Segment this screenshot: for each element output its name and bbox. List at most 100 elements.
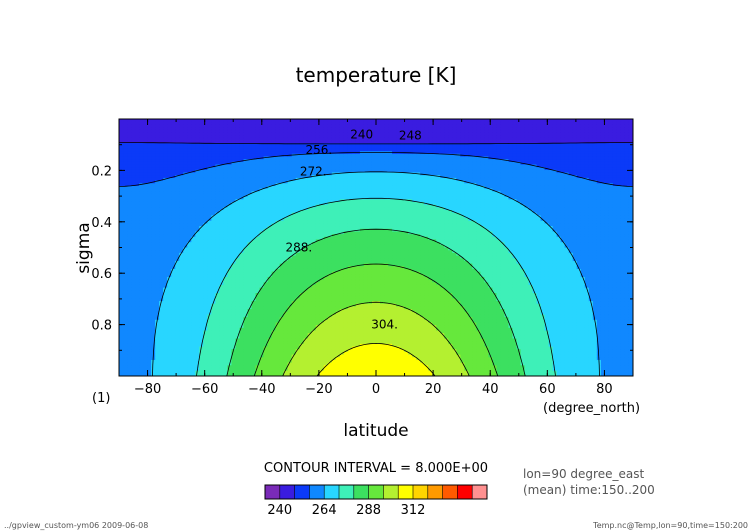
contour-cell: [215, 231, 220, 235]
contour-cell: [227, 143, 233, 147]
contour-cell: [175, 276, 180, 281]
contour-cell: [219, 322, 225, 326]
contour-cell: [159, 132, 164, 136]
contour-cell: [239, 319, 245, 324]
contour-cell: [267, 220, 273, 225]
contour-cell: [275, 357, 281, 361]
contour-cell: [243, 293, 249, 297]
contour-cell: [143, 196, 148, 200]
contour-cell: [203, 311, 208, 316]
contour-cell: [159, 196, 164, 200]
contour-cell: [159, 145, 164, 150]
contour-cell: [255, 228, 261, 233]
contour-cell: [199, 252, 204, 257]
contour-cell: [155, 301, 160, 305]
contour-cell: [123, 226, 128, 230]
contour-cell: [267, 210, 273, 214]
chart-title: temperature [K]: [296, 63, 457, 87]
contour-cell: [135, 319, 140, 324]
contour-cell: [207, 250, 212, 254]
contour-cell: [147, 196, 152, 200]
contour-cell: [219, 346, 225, 350]
contour-cell: [203, 349, 208, 353]
contour-cell: [227, 175, 233, 179]
contour-cell: [219, 311, 225, 316]
contour-cell: [207, 199, 212, 203]
contour-cell: [207, 140, 212, 144]
contour-cell: [187, 346, 192, 350]
contour-cell: [275, 284, 281, 289]
contour-cell: [251, 143, 257, 147]
contour-cell: [235, 322, 241, 326]
contour-cell: [199, 212, 204, 216]
contour-cell: [275, 132, 281, 136]
contour-cell: [215, 301, 220, 305]
contour-cell: [179, 298, 184, 302]
contour-cell: [283, 309, 289, 313]
contour-cell: [283, 317, 289, 321]
contour-cell: [207, 119, 212, 123]
contour-cell: [155, 333, 160, 337]
contour-cell: [131, 169, 136, 174]
contour-cell: [227, 212, 233, 216]
contour-cell: [191, 357, 196, 361]
contour-cell: [175, 167, 180, 171]
contour-cell: [227, 260, 233, 265]
contour-cell: [151, 284, 156, 289]
contour-cell: [151, 140, 156, 144]
contour-cell: [127, 349, 132, 353]
contour-cell: [243, 290, 249, 294]
contour-cell: [119, 212, 124, 216]
contour-cell: [135, 367, 140, 372]
contour-cell: [271, 343, 277, 348]
contour-cell: [219, 333, 225, 337]
contour-cell: [187, 354, 192, 358]
contour-cell: [283, 279, 289, 283]
contour-cell: [123, 266, 128, 270]
contour-cell: [283, 341, 289, 345]
contour-cell: [275, 301, 281, 305]
contour-cell: [247, 242, 253, 246]
contour-cell: [171, 365, 176, 369]
contour-cell: [139, 207, 144, 211]
contour-cell: [223, 226, 229, 230]
contour-cell: [263, 193, 269, 198]
contour-cell: [179, 156, 184, 160]
contour-cell: [227, 188, 233, 192]
contour-cell: [207, 210, 212, 214]
contour-cell: [143, 234, 148, 238]
contour-cell: [123, 295, 128, 299]
contour-cell: [279, 180, 285, 184]
contour-cell: [219, 362, 225, 366]
contour-cell: [251, 271, 257, 275]
contour-cell: [147, 167, 152, 171]
contour-cell: [243, 210, 249, 214]
contour-cell: [215, 263, 220, 267]
contour-cell: [147, 317, 152, 321]
contour-cell: [143, 156, 148, 160]
contour-cell: [223, 132, 229, 136]
contour-cell: [167, 185, 172, 190]
contour-cell: [255, 148, 261, 152]
contour-cell: [235, 338, 241, 342]
contour-cell: [251, 293, 257, 297]
contour-cell: [191, 199, 196, 203]
contour-cell: [279, 119, 285, 123]
contour-cell: [143, 239, 148, 243]
contour-cell: [183, 357, 188, 361]
contour-cell: [155, 311, 160, 316]
contour-cell: [183, 161, 188, 166]
contour-cell: [199, 250, 204, 254]
contour-cell: [215, 180, 220, 184]
contour-cell: [119, 276, 124, 281]
contour-cell: [283, 156, 289, 160]
contour-cell: [171, 314, 176, 318]
contour-cell: [211, 151, 216, 155]
contour-cell: [211, 196, 216, 200]
contour-cell: [247, 351, 253, 356]
contour-cell: [267, 164, 273, 168]
contour-cell: [199, 362, 204, 366]
contour-cell: [135, 354, 140, 358]
contour-cell: [127, 127, 132, 131]
contour-cell: [287, 215, 293, 219]
